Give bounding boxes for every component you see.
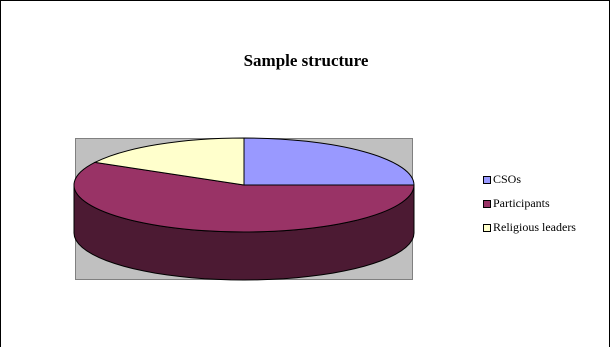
legend-item-participants: Participants: [483, 196, 576, 210]
legend: CSOs Participants Religious leaders: [483, 172, 576, 245]
legend-item-csos: CSOs: [483, 172, 576, 186]
legend-swatch-participants: [483, 199, 491, 208]
legend-label-religious-leaders: Religious leaders: [493, 220, 576, 234]
legend-swatch-csos: [483, 175, 491, 184]
chart-title: Sample structure: [243, 51, 369, 70]
pie-slice-religious-leaders: [93, 137, 245, 186]
legend-swatch-religious-leaders: [483, 223, 491, 232]
legend-label-csos: CSOs: [493, 172, 522, 186]
pie-slice-participants: [73, 161, 415, 233]
legend-item-religious-leaders: Religious leaders: [483, 220, 576, 234]
pie-slice-csos: [243, 137, 415, 186]
legend-label-participants: Participants: [493, 196, 550, 210]
